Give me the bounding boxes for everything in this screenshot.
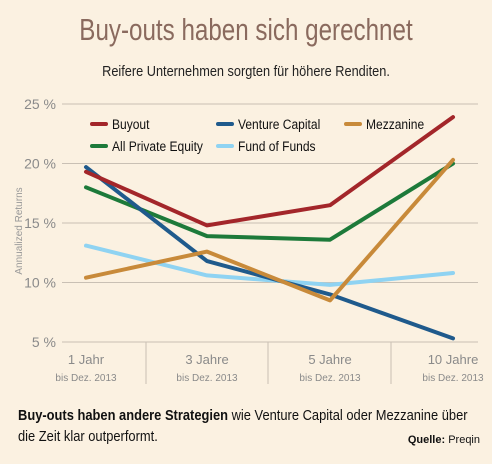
series-line-mezzanine [84, 157, 455, 303]
x-tick-label: 3 Jahre [185, 352, 228, 367]
legend-label: Venture Capital [238, 116, 320, 132]
x-tick-label: 10 Jahre [428, 352, 479, 367]
x-tick-sublabel: bis Dez. 2013 [176, 373, 238, 384]
y-axis-label: Annualized Returns [14, 187, 25, 274]
footer-text: Buy-outs haben andere Strategien wie Ven… [18, 405, 482, 447]
source-value: Preqin [445, 434, 480, 446]
line-chart: 25 % 20 % 15 % 10 % 5 % Annualized Returns 1 J… [14, 96, 484, 384]
x-tick-sublabel: bis Dez. 2013 [55, 373, 117, 384]
x-tick-sublabel: bis Dez. 2013 [422, 373, 484, 384]
source-label: Quelle: [407, 434, 446, 446]
legend-label: All Private Equity [112, 138, 203, 154]
source-note: Quelle: Preqin [408, 434, 480, 446]
y-tick-label: 15 % [24, 215, 56, 231]
legend-label: Buyout [112, 116, 150, 132]
chart-title: Buy-outs haben sich gerechnet [79, 12, 413, 47]
series-line-venture-capital [84, 165, 455, 341]
y-tick-label: 20 % [24, 156, 56, 172]
series-line-all-private-equity [84, 161, 455, 242]
y-tick-label: 25 % [24, 96, 56, 112]
series-line-buyout [84, 115, 455, 228]
y-tick-label: 5 % [32, 334, 56, 350]
x-tick-label: 1 Jahr [68, 352, 105, 367]
legend-label: Mezzanine [366, 116, 424, 132]
x-tick-sublabel: bis Dez. 2013 [299, 373, 361, 384]
footer-regular-text: wie Venture Capital oder Mezzanine über … [18, 407, 468, 445]
footer-bold-text: Buy-outs haben andere Strategien [18, 407, 229, 424]
chart-subtitle: Reifere Unternehmen sorgten für höhere R… [102, 63, 390, 80]
x-tick-label: 5 Jahre [308, 352, 351, 367]
legend-label: Fund of Funds [238, 138, 316, 154]
series-line-fund-of-funds [84, 243, 455, 287]
y-tick-label: 10 % [24, 275, 56, 291]
